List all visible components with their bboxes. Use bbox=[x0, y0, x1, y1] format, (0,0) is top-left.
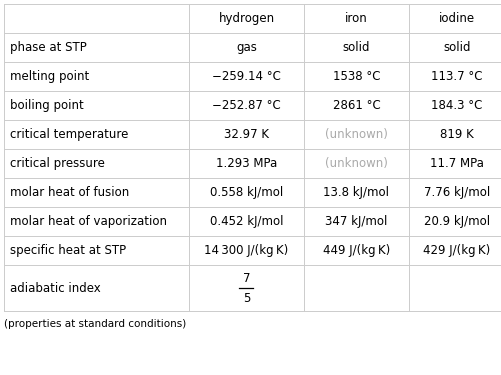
Text: phase at STP: phase at STP bbox=[10, 41, 87, 54]
Text: 429 J/(kg K): 429 J/(kg K) bbox=[423, 244, 490, 257]
Text: 184.3 °C: 184.3 °C bbox=[431, 99, 482, 112]
Text: (unknown): (unknown) bbox=[325, 128, 388, 141]
Text: 449 J/(kg K): 449 J/(kg K) bbox=[323, 244, 390, 257]
Text: hydrogen: hydrogen bbox=[218, 12, 275, 25]
Text: 819 K: 819 K bbox=[440, 128, 474, 141]
Text: critical temperature: critical temperature bbox=[10, 128, 128, 141]
Text: solid: solid bbox=[443, 41, 471, 54]
Text: iron: iron bbox=[345, 12, 368, 25]
Text: 2861 °C: 2861 °C bbox=[333, 99, 380, 112]
Text: 0.558 kJ/mol: 0.558 kJ/mol bbox=[210, 186, 283, 199]
Text: 1538 °C: 1538 °C bbox=[333, 70, 380, 83]
Text: 14 300 J/(kg K): 14 300 J/(kg K) bbox=[204, 244, 289, 257]
Text: 113.7 °C: 113.7 °C bbox=[431, 70, 483, 83]
Text: 32.97 K: 32.97 K bbox=[224, 128, 269, 141]
Text: 5: 5 bbox=[243, 291, 250, 304]
Text: adiabatic index: adiabatic index bbox=[10, 282, 101, 294]
Text: 20.9 kJ/mol: 20.9 kJ/mol bbox=[424, 215, 490, 228]
Text: iodine: iodine bbox=[439, 12, 475, 25]
Text: 0.452 kJ/mol: 0.452 kJ/mol bbox=[210, 215, 283, 228]
Text: (unknown): (unknown) bbox=[325, 157, 388, 170]
Text: 11.7 MPa: 11.7 MPa bbox=[430, 157, 484, 170]
Text: melting point: melting point bbox=[10, 70, 89, 83]
Text: specific heat at STP: specific heat at STP bbox=[10, 244, 126, 257]
Text: critical pressure: critical pressure bbox=[10, 157, 105, 170]
Text: 13.8 kJ/mol: 13.8 kJ/mol bbox=[324, 186, 389, 199]
Text: −259.14 °C: −259.14 °C bbox=[212, 70, 281, 83]
Text: 7: 7 bbox=[243, 272, 250, 285]
Text: molar heat of vaporization: molar heat of vaporization bbox=[10, 215, 167, 228]
Text: molar heat of fusion: molar heat of fusion bbox=[10, 186, 129, 199]
Text: (properties at standard conditions): (properties at standard conditions) bbox=[4, 319, 186, 329]
Text: solid: solid bbox=[343, 41, 370, 54]
Text: 347 kJ/mol: 347 kJ/mol bbox=[325, 215, 388, 228]
Text: −252.87 °C: −252.87 °C bbox=[212, 99, 281, 112]
Text: boiling point: boiling point bbox=[10, 99, 84, 112]
Text: gas: gas bbox=[236, 41, 257, 54]
Text: 7.76 kJ/mol: 7.76 kJ/mol bbox=[424, 186, 490, 199]
Text: 1.293 MPa: 1.293 MPa bbox=[216, 157, 277, 170]
